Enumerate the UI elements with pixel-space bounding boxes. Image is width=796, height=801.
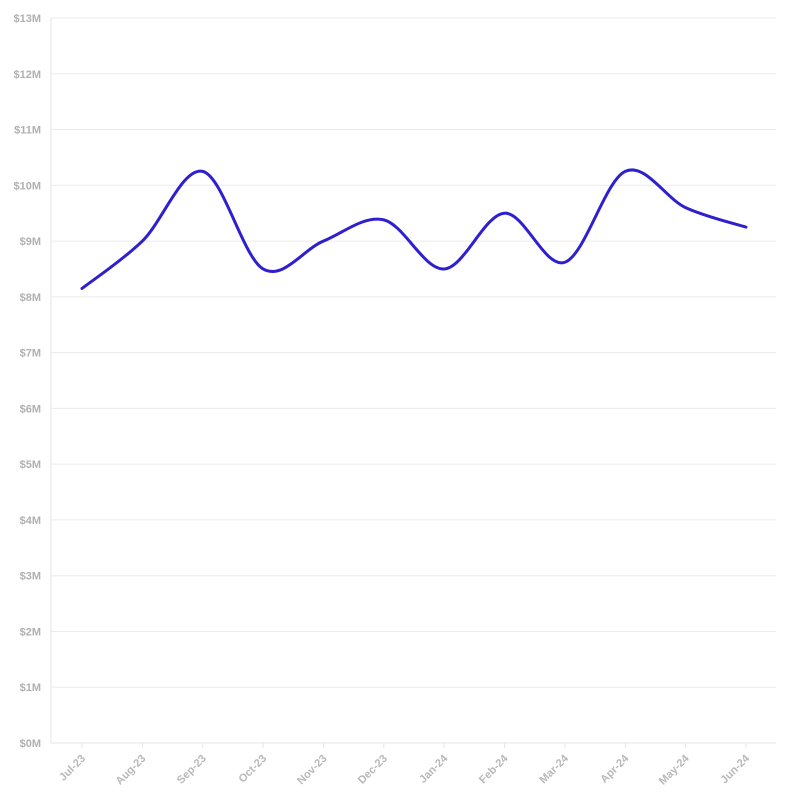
x-tick-label: Dec-23 [356,753,390,787]
x-tick-label: Oct-23 [236,753,269,786]
x-tick-label: Aug-23 [114,753,149,788]
y-tick-label: $3M [20,571,41,583]
series-line-0 [80,168,748,290]
x-axis-ticks: Jul-23 Aug-23 Sep-23 Oct-23 Nov-23 Dec-23 Jan-… [57,743,753,787]
x-tick-label: Apr-24 [598,752,632,786]
y-tick-label: $13M [13,13,41,25]
y-axis-ticks: $0M $1M $2M $3M $4M $5M $6M $7M $8M $9M $10M $11M $1… [13,13,41,750]
axis-layer [50,18,776,744]
x-tick-label: Sep-23 [175,753,209,787]
x-tick-label: May-24 [657,752,692,787]
x-tick-label: Jul-23 [57,753,88,784]
y-tick-label: $5M [20,459,41,471]
y-tick-label: $8M [20,292,41,304]
x-tick-label: Mar-24 [537,752,571,786]
y-tick-label: $1M [20,682,41,694]
grid-layer [51,17,776,688]
y-tick-label: $6M [20,403,41,415]
x-tick-label: Jan-24 [417,752,451,786]
x-tick-label: Feb-24 [477,752,511,786]
x-tick-label: Jun-24 [719,752,753,786]
x-tick-label: Nov-23 [295,753,329,787]
y-tick-label: $7M [20,348,41,360]
series-layer [80,168,748,290]
y-tick-label: $4M [20,515,41,527]
y-tick-label: $11M [14,125,41,137]
y-tick-label: $0M [20,738,41,750]
y-tick-label: $9M [20,236,41,248]
y-tick-label: $12M [13,69,41,81]
y-tick-label: $2M [20,626,41,638]
y-tick-label: $10M [13,180,41,192]
